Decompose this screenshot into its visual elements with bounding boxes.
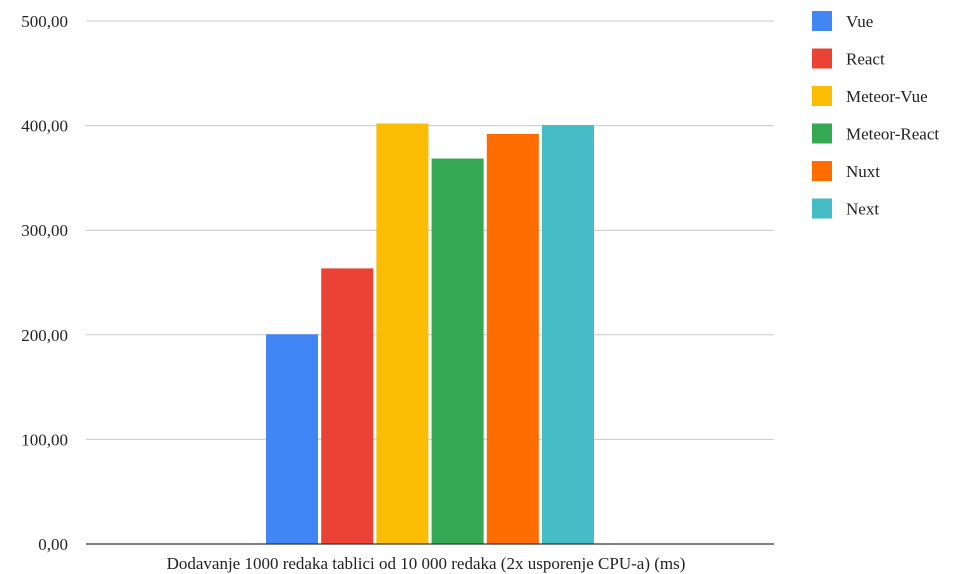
- y-tick-label: 400,00: [21, 117, 68, 136]
- y-tick-label: 100,00: [21, 430, 68, 449]
- bar-nuxt: [486, 133, 539, 544]
- gridlines: [86, 20, 774, 440]
- legend: Vue React Meteor-Vue Meteor-React Nuxt Next: [812, 11, 939, 219]
- legend-swatch: [812, 123, 832, 144]
- legend-label: Next: [846, 200, 879, 219]
- legend-swatch: [812, 48, 832, 69]
- y-tick-label: 500,00: [21, 12, 68, 31]
- x-axis-title: Dodavanje 1000 redaka tablici od 10 000 …: [167, 554, 686, 573]
- legend-label: Nuxt: [846, 162, 880, 181]
- y-tick-label: 0,00: [38, 535, 68, 554]
- bar-meteor-vue: [376, 123, 429, 545]
- legend-label: Meteor-React: [846, 125, 939, 144]
- bar-vue: [266, 334, 318, 544]
- y-axis-ticks: 0,00 100,00 200,00 300,00 400,00 500,00: [21, 12, 68, 554]
- bar-react: [321, 268, 374, 544]
- legend-label: Meteor-Vue: [846, 87, 928, 106]
- legend-swatch: [812, 86, 832, 106]
- legend-label: Vue: [846, 12, 873, 31]
- y-tick-label: 200,00: [21, 326, 68, 345]
- legend-swatch: [812, 11, 832, 31]
- legend-swatch: [812, 161, 832, 181]
- bar-next: [542, 125, 594, 545]
- legend-label: React: [846, 50, 885, 69]
- bars: [266, 123, 594, 545]
- y-tick-label: 300,00: [21, 221, 68, 240]
- bar-meteor-react: [431, 158, 484, 544]
- legend-swatch: [812, 198, 832, 219]
